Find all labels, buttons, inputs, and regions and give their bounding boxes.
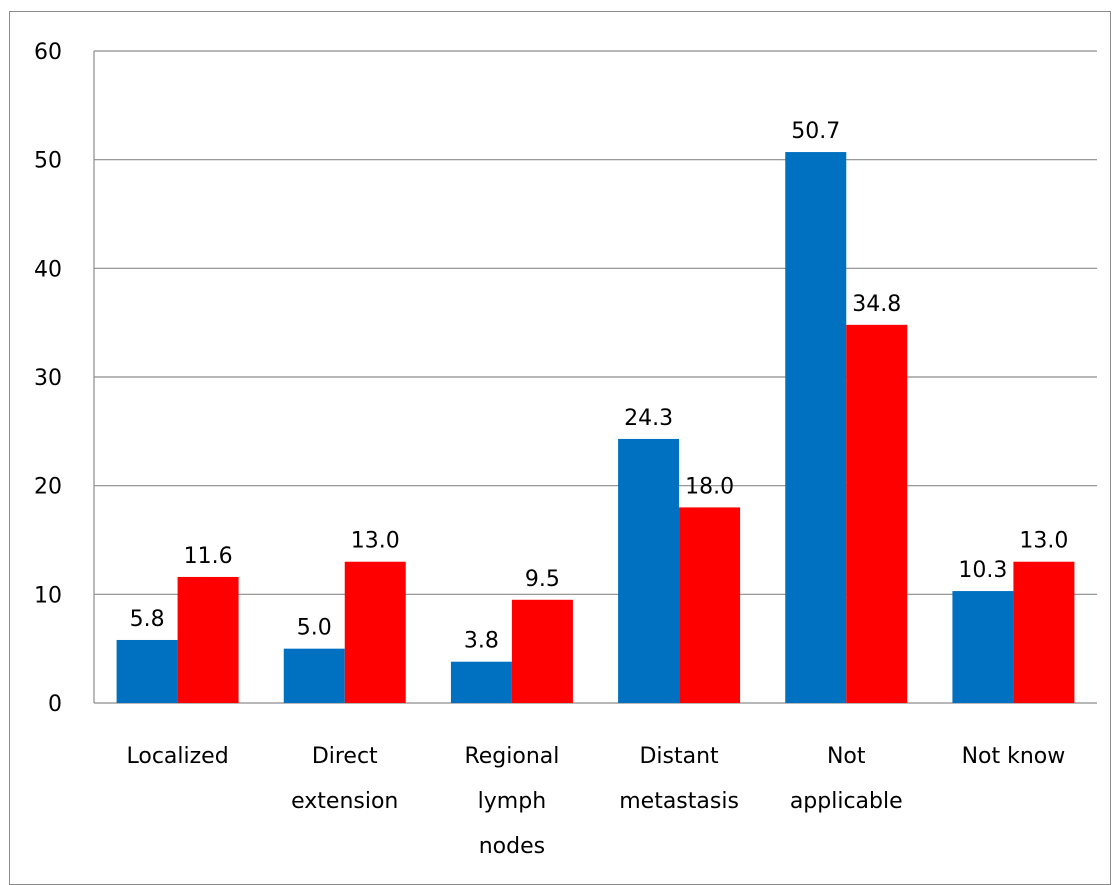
category-label: metastasis <box>619 789 739 814</box>
data-label: 5.8 <box>130 607 165 632</box>
data-label: 3.8 <box>464 629 499 654</box>
y-tick-label: 10 <box>34 583 62 608</box>
category-label: Direct <box>312 744 378 769</box>
category-label: Localized <box>126 744 228 769</box>
category-label: Regional <box>464 744 559 769</box>
y-tick-label: 60 <box>34 40 62 65</box>
data-label: 18.0 <box>685 474 734 499</box>
category-label: lymph <box>478 789 546 814</box>
bar <box>116 639 178 703</box>
bar <box>1013 561 1075 703</box>
bar <box>952 591 1014 703</box>
y-tick-labels: 0 10 20 30 40 50 60 <box>34 40 62 717</box>
category-label: Not know <box>962 744 1066 769</box>
data-label: 24.3 <box>624 406 673 431</box>
bar <box>846 324 908 703</box>
data-label: 10.3 <box>958 558 1007 583</box>
bar <box>283 648 345 703</box>
bar <box>679 507 741 703</box>
bars <box>116 152 1075 703</box>
data-label: 5.0 <box>297 616 332 641</box>
data-label: 13.0 <box>351 529 400 554</box>
y-tick-label: 30 <box>34 366 62 391</box>
y-tick-label: 40 <box>34 257 62 282</box>
bar <box>618 438 680 703</box>
bar <box>177 576 239 703</box>
bar <box>785 152 847 703</box>
bar <box>450 661 512 703</box>
gridlines <box>94 50 1097 595</box>
category-label: nodes <box>479 834 545 859</box>
data-label: 34.8 <box>852 292 901 317</box>
bar <box>511 599 573 703</box>
y-tick-label: 20 <box>34 475 62 500</box>
y-tick-label: 50 <box>34 149 62 174</box>
category-label: extension <box>291 789 398 814</box>
data-label: 11.6 <box>184 544 233 569</box>
chart-frame <box>9 11 1111 885</box>
category-label: Not <box>827 744 866 769</box>
bar <box>344 561 406 703</box>
y-tick-label: 0 <box>48 692 62 717</box>
axes <box>93 51 1097 704</box>
data-labels: 5.8 11.6 5.0 13.0 3.8 9.5 24.3 18.0 50.7 34.8 10.3… <box>130 119 1069 654</box>
category-label: applicable <box>790 789 903 814</box>
data-label: 13.0 <box>1019 529 1068 554</box>
category-labels: Localized Direct extension Regional lymph nod… <box>126 744 1065 859</box>
data-label: 9.5 <box>525 567 560 592</box>
data-label: 50.7 <box>791 119 840 144</box>
category-label: Distant <box>639 744 719 769</box>
